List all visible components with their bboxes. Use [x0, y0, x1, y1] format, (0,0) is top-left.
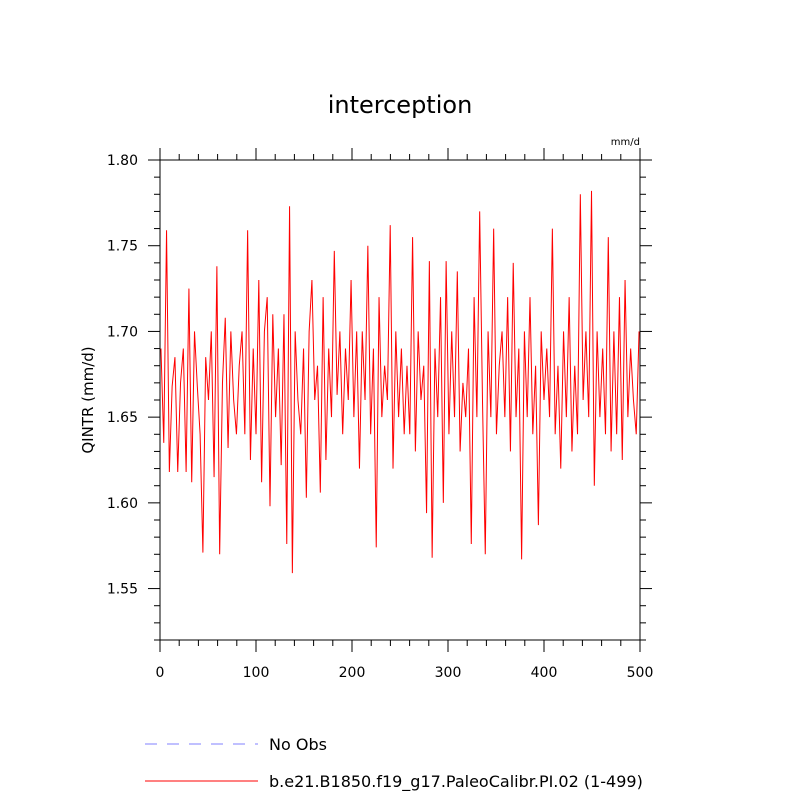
x-tick-labels: 0 100 200 300 400 500	[156, 665, 654, 681]
legend-label-no-obs: No Obs	[269, 735, 327, 754]
units-label: mm/d	[611, 137, 640, 148]
y-tick-label: 1.75	[107, 239, 138, 255]
x-tick-label: 400	[531, 665, 558, 681]
series-line-model-run	[160, 190, 640, 574]
legend: No Obs b.e21.B1850.f19_g17.PaleoCalibr.P…	[145, 735, 643, 792]
x-tick-label: 100	[243, 665, 270, 681]
plot-area	[148, 148, 652, 652]
y-tick-label: 1.80	[107, 153, 138, 169]
y-axis-label: QINTR (mm/d)	[79, 346, 97, 453]
y-tick-label: 1.55	[107, 582, 138, 598]
y-tick-label: 1.60	[107, 496, 138, 512]
x-tick-label: 500	[627, 665, 654, 681]
x-tick-label: 0	[156, 665, 165, 681]
plot-frame	[159, 159, 641, 641]
x-tick-label: 200	[339, 665, 366, 681]
y-tick-labels: 1.55 1.60 1.65 1.70 1.75 1.80	[107, 153, 138, 598]
legend-label-model-run: b.e21.B1850.f19_g17.PaleoCalibr.PI.02 (1…	[269, 772, 643, 792]
chart-title: interception	[328, 91, 473, 119]
x-tick-label: 300	[435, 665, 462, 681]
y-tick-label: 1.65	[107, 410, 138, 426]
y-tick-label: 1.70	[107, 324, 138, 340]
